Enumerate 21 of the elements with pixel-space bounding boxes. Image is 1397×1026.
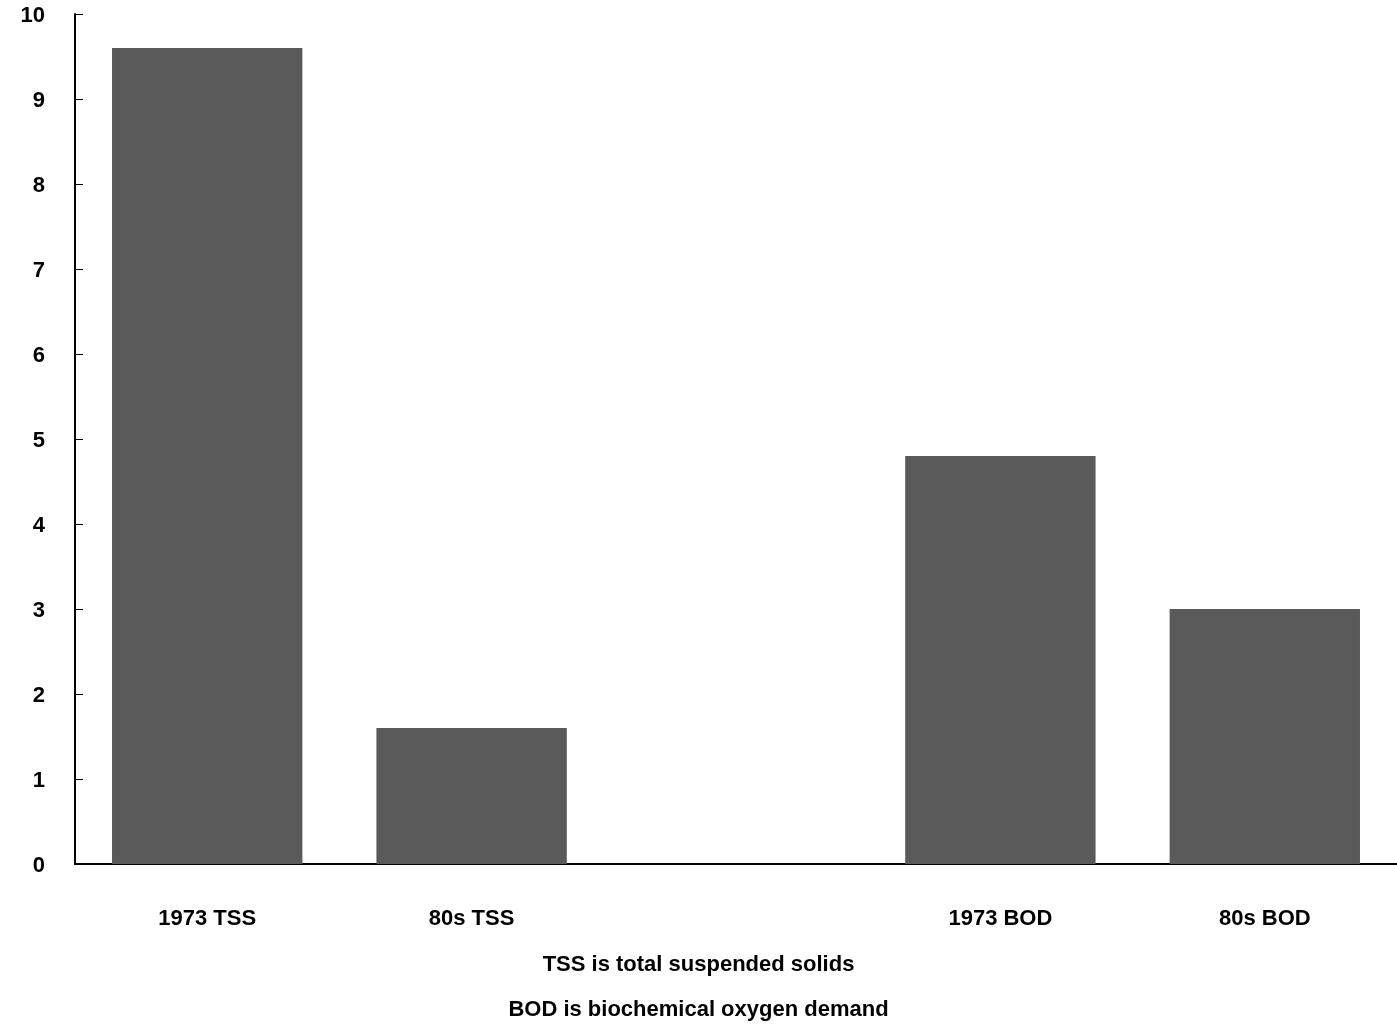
y-tick-label: 4 xyxy=(32,511,46,537)
x-tick-label: 80s TSS xyxy=(428,904,515,930)
bar xyxy=(376,728,567,864)
y-tick-label: 0 xyxy=(32,851,45,877)
bar xyxy=(1169,609,1360,864)
x-tick-label: 1973 TSS xyxy=(158,904,257,930)
text: TSS is total suspended solids xyxy=(542,950,855,976)
x-tick-label: 1973 BOD xyxy=(948,904,1053,930)
y-tick-label: 6 xyxy=(32,341,45,367)
y-tick-label: 8 xyxy=(32,171,45,197)
y-tick-label: 3 xyxy=(32,596,45,622)
x-tick-label: 80s BOD xyxy=(1218,904,1311,930)
y-tick-label: 10 xyxy=(20,1,45,27)
text: BOD is biochemical oxygen demand xyxy=(508,995,889,1021)
y-tick-label: 5 xyxy=(32,426,45,452)
bar xyxy=(112,48,303,864)
bar xyxy=(905,456,1096,864)
y-tick-label: 1 xyxy=(32,766,45,792)
y-tick-label: 2 xyxy=(32,681,45,707)
y-tick-label: 9 xyxy=(32,86,45,112)
y-tick-label: 7 xyxy=(32,256,45,282)
